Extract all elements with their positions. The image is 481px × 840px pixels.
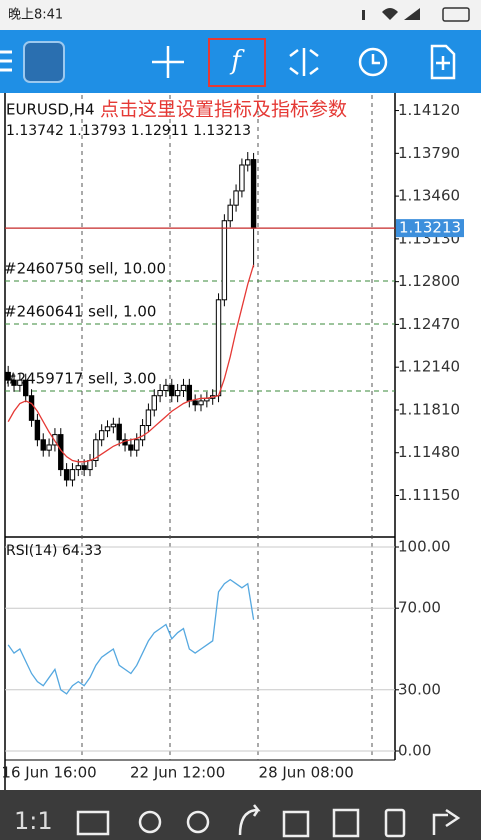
y-tick-label: 1.13790 <box>398 144 460 162</box>
candle-body <box>239 164 245 192</box>
candle-body <box>198 400 204 406</box>
candle-body <box>87 460 93 471</box>
y-tick-label: 1.14120 <box>398 101 460 119</box>
refresh-button[interactable] <box>238 804 261 836</box>
zoom-button[interactable]: 1:1 <box>14 807 53 835</box>
candle-body <box>169 384 175 397</box>
y-tick-label: 1.12800 <box>398 272 460 290</box>
candle-body <box>40 439 46 451</box>
order-label: #2459717 sell, 3.00 <box>4 370 156 388</box>
rsi-name: RSI(14) <box>6 543 57 559</box>
candle-body <box>23 379 29 397</box>
annotation: 点击这里设置指标及指标参数 <box>100 99 347 121</box>
candle-body <box>157 390 163 397</box>
candle-body <box>34 419 41 441</box>
y-tick-label: 30.00 <box>398 680 441 698</box>
x-tick-label: 28 Jun 08:00 <box>259 764 354 782</box>
candle-body <box>221 220 228 301</box>
price-label-bg <box>396 219 464 238</box>
status-icon <box>442 7 470 22</box>
low-value: 1.12911 <box>131 123 189 139</box>
trade-icon[interactable] <box>289 48 319 76</box>
candle-body <box>139 425 146 441</box>
status-time: 晚上8:41 <box>8 8 63 23</box>
history-icon-hand <box>371 54 380 65</box>
candle-body <box>233 190 239 206</box>
candle-body <box>75 465 81 471</box>
y-tick-label: 1.11480 <box>398 443 460 461</box>
chart-title: EURUSD,H4 <box>6 101 95 119</box>
save-button[interactable] <box>282 810 310 838</box>
y-tick-label: 100.00 <box>398 538 451 556</box>
app-bar <box>0 30 481 93</box>
candle-body <box>98 430 105 441</box>
ohlc-readout: 1.13742 1.13793 1.12911 1.13213 <box>6 123 251 139</box>
candle-body <box>180 384 187 392</box>
high-value: 1.13793 <box>68 123 126 139</box>
rsi-value: 64.33 <box>62 543 102 559</box>
app-logo[interactable] <box>23 41 65 83</box>
price-label: 1.13213 <box>399 219 461 237</box>
y-tick-label: 1.13460 <box>398 187 460 205</box>
status-bar <box>0 0 481 30</box>
candle-body <box>17 379 23 386</box>
rsi-title: RSI(14) 64.33 <box>6 543 102 559</box>
share-button[interactable] <box>432 808 461 835</box>
y-tick-label: 1.12140 <box>398 358 460 376</box>
candle-body <box>46 444 52 451</box>
candle-body <box>28 395 35 421</box>
order-label: #2460750 sell, 10.00 <box>4 260 166 278</box>
candle-body <box>93 439 99 462</box>
candle-body <box>110 423 117 428</box>
y-tick-label: 1.11810 <box>398 400 460 418</box>
history-icon[interactable] <box>358 47 388 77</box>
x-tick-label: 22 Jun 12:00 <box>130 764 225 782</box>
candle-body <box>151 395 157 411</box>
candle-body <box>128 444 134 451</box>
zoom-out-button[interactable] <box>186 810 210 834</box>
candle-body <box>69 469 76 481</box>
candle-body <box>227 204 233 222</box>
candle-body <box>116 423 122 441</box>
candle-body <box>215 299 222 397</box>
menu-icon[interactable] <box>0 50 12 72</box>
candle-body <box>52 434 58 446</box>
candle-body <box>250 159 257 229</box>
candle-body <box>5 371 11 381</box>
new-order-icon[interactable] <box>430 44 456 80</box>
x-tick-label: 16 Jun 16:00 <box>1 764 96 782</box>
status-icon <box>404 8 420 20</box>
status-icon <box>362 10 365 20</box>
candle-body <box>81 465 87 471</box>
candle-body <box>245 159 251 166</box>
open-value: 1.13742 <box>6 123 64 139</box>
status-icon <box>382 8 398 20</box>
rsi-line <box>7 578 255 695</box>
candle-body <box>163 384 169 392</box>
candle-body <box>63 469 70 481</box>
y-tick-label: 1.12470 <box>398 315 460 333</box>
order-label: #2460641 sell, 1.00 <box>4 303 156 321</box>
candle-body <box>104 426 111 432</box>
crosshair-icon[interactable] <box>152 46 184 78</box>
fit-button[interactable] <box>76 810 110 836</box>
close-value: 1.13213 <box>193 123 251 139</box>
y-tick-label: 70.00 <box>398 599 441 617</box>
y-tick-label: 0.00 <box>398 742 431 760</box>
candle-body <box>134 439 140 451</box>
candle-body <box>11 379 17 386</box>
status-icons <box>362 7 470 22</box>
moving-average <box>7 264 255 463</box>
candle-body <box>174 390 181 397</box>
zoom-in-button[interactable] <box>138 810 162 834</box>
device-button[interactable] <box>384 808 406 838</box>
highlight-box <box>208 38 266 87</box>
y-tick-label: 1.11150 <box>398 486 460 504</box>
candle-body <box>145 409 152 427</box>
template-button[interactable] <box>332 808 360 838</box>
candle-body <box>192 400 198 406</box>
candle-body <box>186 384 193 402</box>
